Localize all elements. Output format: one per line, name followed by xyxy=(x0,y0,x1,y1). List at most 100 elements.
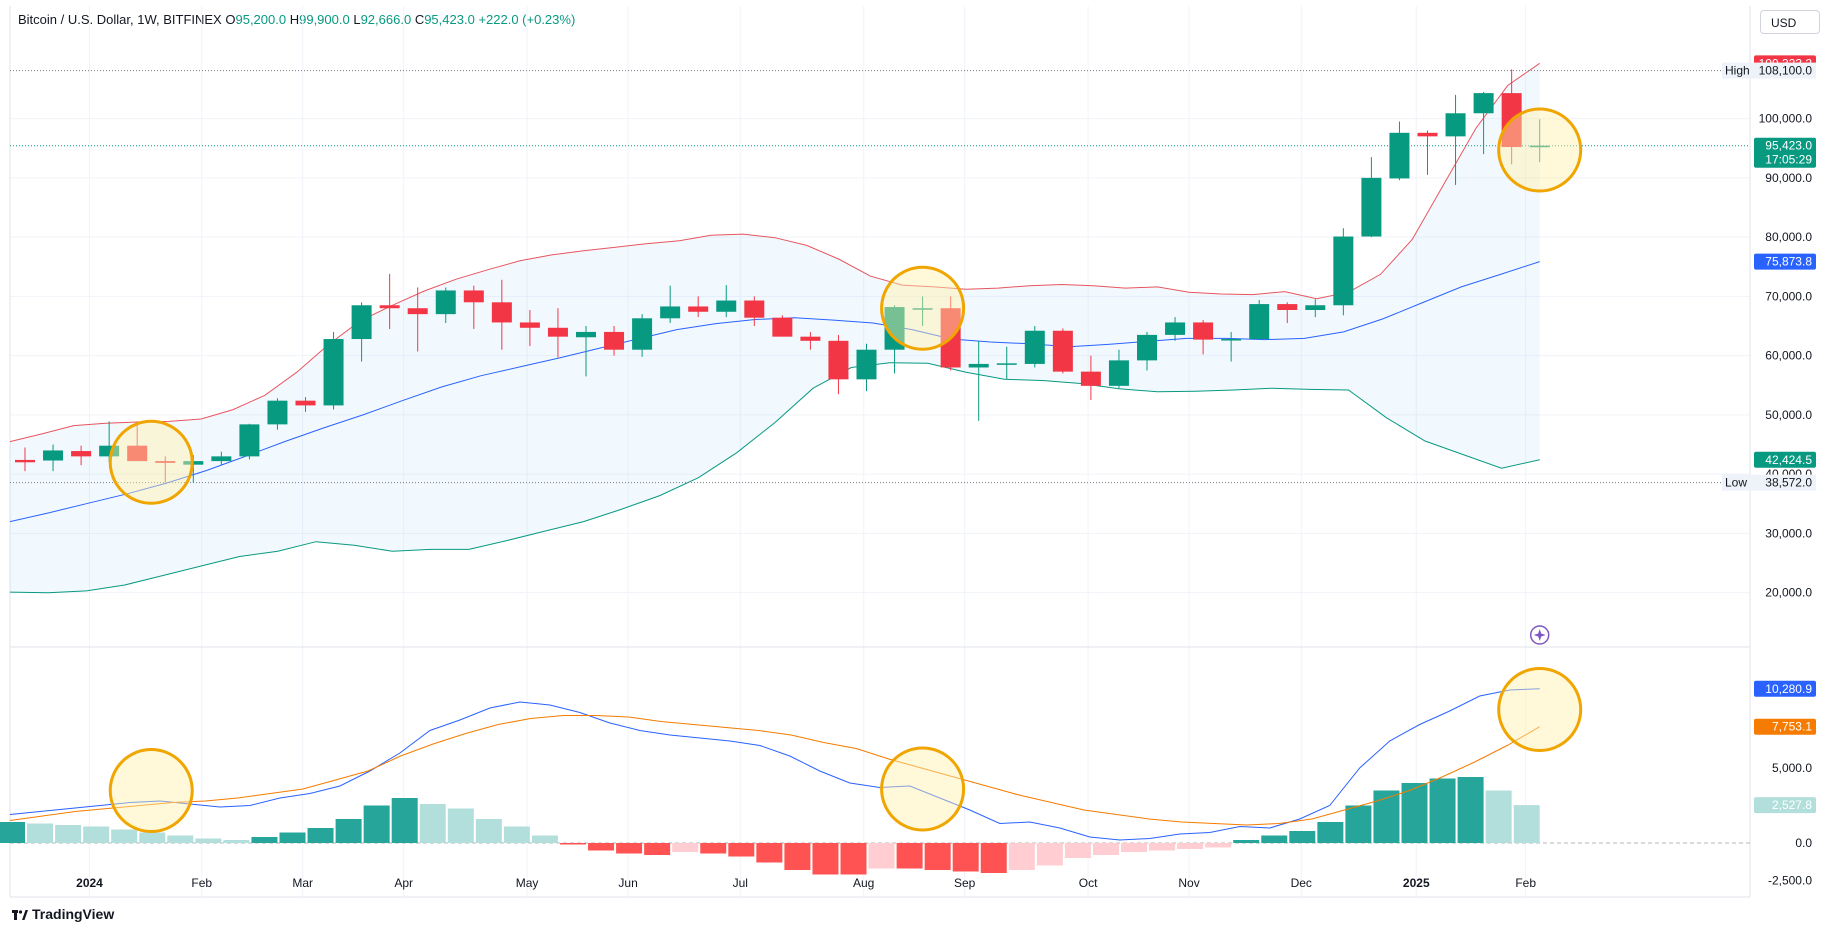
sparkle-icon[interactable] xyxy=(1529,625,1550,645)
macd-histogram-bar xyxy=(55,825,82,843)
high-value: 99,900.0 xyxy=(299,12,350,27)
macd-histogram-bar xyxy=(672,843,699,852)
time-axis-tick-label: Dec xyxy=(1291,876,1312,890)
macd-histogram-bar xyxy=(1008,843,1035,870)
highlight-circle xyxy=(1497,107,1583,193)
tradingview-logo-icon xyxy=(12,910,28,920)
macd-histogram-bar xyxy=(896,843,923,869)
highlight-circle xyxy=(108,419,194,505)
candle-body xyxy=(716,300,737,312)
candle-body xyxy=(435,290,456,315)
macd-histogram-bar xyxy=(588,843,615,851)
candle-body xyxy=(688,306,709,312)
macd-histogram-bar xyxy=(1036,843,1063,866)
macd-histogram-bar xyxy=(475,819,502,843)
price-axis-tick-label: 70,000.0 xyxy=(1765,289,1812,303)
time-axis-tick-label: Mar xyxy=(292,876,313,890)
macd-histogram-bar xyxy=(167,835,194,843)
price-tag-label: 75,873.8 xyxy=(1765,255,1812,269)
price-tag xyxy=(1754,451,1816,468)
macd-histogram-bar xyxy=(1233,840,1260,843)
candle-body xyxy=(1137,334,1157,361)
candle-body xyxy=(407,308,428,315)
candle-body xyxy=(1193,322,1214,340)
macd-histogram-bar xyxy=(1149,843,1176,851)
macd-histogram-bar xyxy=(756,843,783,863)
time-axis-tick-label: May xyxy=(516,876,539,890)
level-marker-value: 38,572.0 xyxy=(1765,476,1812,490)
macd-histogram-bar xyxy=(279,832,306,843)
price-axis-tick-label: 100,000.0 xyxy=(1759,112,1813,126)
macd-axis-tick-label: -2,500.0 xyxy=(1768,874,1812,888)
candle-body xyxy=(43,450,64,461)
candle-body xyxy=(127,445,148,462)
macd-histogram-bar xyxy=(363,805,390,843)
macd-value-tag xyxy=(1754,680,1816,697)
candle-body xyxy=(828,340,849,380)
currency-button[interactable]: USD xyxy=(1760,10,1820,34)
candle-body xyxy=(1249,304,1270,340)
candle-body xyxy=(295,400,316,406)
price-axis-tick-label: 50,000.0 xyxy=(1765,408,1812,422)
candle-body xyxy=(1165,322,1186,335)
candle-body xyxy=(211,456,232,462)
bollinger-upper-line xyxy=(9,62,1540,443)
candle-body xyxy=(323,339,344,406)
macd-value-tag-label: 7,753.1 xyxy=(1772,720,1812,734)
highlight-circle xyxy=(880,746,966,832)
time-axis-tick-label: Sep xyxy=(954,876,976,890)
macd-histogram-bar xyxy=(1373,790,1400,843)
candle-body xyxy=(71,451,92,457)
macd-histogram-bar xyxy=(812,843,839,875)
macd-histogram-bar xyxy=(868,843,895,869)
macd-histogram-bar xyxy=(447,808,474,843)
candle-body xyxy=(99,445,120,457)
sparkle-icon-star xyxy=(1533,629,1546,641)
candle-body xyxy=(1389,132,1410,179)
level-marker-label: High xyxy=(1725,64,1750,78)
low-value: 92,666.0 xyxy=(360,12,412,27)
candle-body xyxy=(1361,177,1382,237)
macd-histogram-bar xyxy=(1064,843,1091,858)
price-tag xyxy=(1754,253,1816,270)
time-axis-tick-label: Jul xyxy=(733,876,748,890)
macd-histogram-bar xyxy=(1457,777,1484,843)
price-axis-tick-label: 90,000.0 xyxy=(1765,171,1812,185)
candle-body xyxy=(1445,113,1466,137)
candle-body xyxy=(379,305,400,309)
macd-histogram-bar xyxy=(335,819,362,843)
macd-histogram-bar xyxy=(700,843,727,854)
macd-histogram-bar xyxy=(784,843,811,870)
bollinger-lower-line xyxy=(9,362,1540,594)
candle-body xyxy=(1024,330,1045,364)
candle-body xyxy=(1473,93,1494,114)
candle-body xyxy=(491,302,512,323)
candle-body xyxy=(744,300,765,318)
candle-body xyxy=(1080,371,1101,386)
price-tag xyxy=(1754,137,1816,168)
macd-histogram-bar xyxy=(0,822,25,843)
candle-body xyxy=(1108,360,1129,386)
low-label: L xyxy=(353,12,361,27)
time-axis-tick-label: Aug xyxy=(853,876,874,890)
macd-histogram-bar xyxy=(1485,790,1512,843)
candle-body xyxy=(912,308,933,310)
macd-axis-tick-label: 5,000.0 xyxy=(1772,761,1812,775)
level-marker-value: 108,100.0 xyxy=(1759,64,1813,78)
macd-histogram-bar xyxy=(27,823,54,843)
candle-body xyxy=(576,331,596,338)
highlight-circle xyxy=(108,748,194,833)
time-axis-tick-label: Jun xyxy=(618,876,637,890)
price-axis-tick-label: 80,000.0 xyxy=(1765,230,1812,244)
time-axis-tick-label: Oct xyxy=(1079,876,1098,890)
close-label: C xyxy=(414,12,425,27)
time-axis-tick-label: Apr xyxy=(394,876,413,890)
macd-histogram-bar xyxy=(419,804,446,843)
macd-axis-tick-label: 0.0 xyxy=(1795,836,1812,850)
price-tag-label: 42,424.5 xyxy=(1765,453,1812,467)
candle-body xyxy=(1277,304,1298,310)
candle-body xyxy=(1529,145,1550,148)
candle-body xyxy=(351,305,372,340)
macd-line xyxy=(9,688,1540,841)
